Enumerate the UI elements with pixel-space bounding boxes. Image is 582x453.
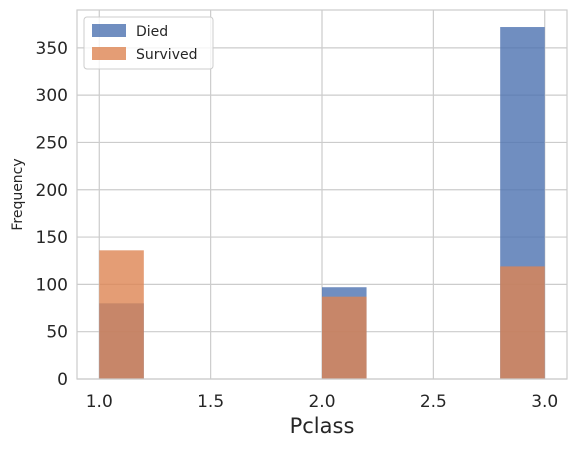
bars-layer (99, 27, 545, 380)
y-tick-label: 100 (36, 275, 68, 295)
x-tick-label: 1.5 (197, 392, 224, 412)
x-axis-label: Pclass (290, 414, 355, 438)
legend-label-died: Died (136, 24, 168, 40)
plot-frame (76, 9, 568, 380)
bar-survived-3 (500, 266, 545, 379)
legend-label-survived: Survived (136, 47, 197, 63)
legend-swatch-survived (92, 47, 126, 60)
y-tick-label: 50 (46, 323, 68, 343)
y-tick-label: 150 (36, 228, 68, 248)
y-tick-label: 300 (36, 86, 68, 106)
legend: Died Survived (83, 16, 214, 70)
y-tick-label: 200 (36, 181, 68, 201)
x-tick-label: 2.5 (420, 392, 447, 412)
bar-survived-1 (99, 250, 144, 379)
y-tick-label: 0 (57, 370, 68, 390)
bar-survived-2 (322, 296, 367, 379)
x-tick-label: 1.0 (86, 392, 113, 412)
ticks-layer: 1.0 1.5 2.0 2.5 3.0 0 50 100 150 200 250 300 350 (36, 39, 559, 412)
x-tick-label: 3.0 (531, 392, 558, 412)
x-tick-label: 2.0 (308, 392, 335, 412)
y-tick-label: 250 (36, 133, 68, 153)
y-axis-label: Frequency (10, 158, 26, 230)
legend-swatch-died (92, 24, 126, 37)
legend-items: Died Survived (92, 24, 197, 63)
y-tick-label: 350 (36, 39, 68, 59)
